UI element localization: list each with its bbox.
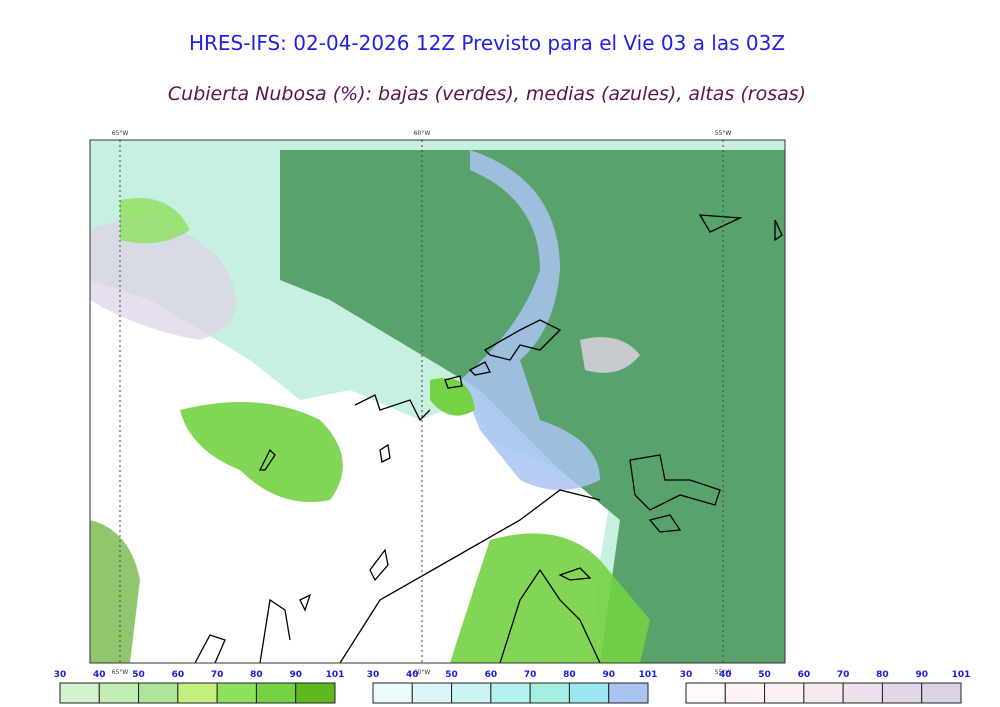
cloud-low bbox=[430, 378, 475, 416]
color-swatch bbox=[764, 682, 805, 704]
color-swatch bbox=[98, 682, 140, 704]
colorbar-tick-label: 90 bbox=[602, 670, 615, 680]
longitude-label: 60°W bbox=[414, 130, 431, 137]
map-frame bbox=[89, 139, 786, 664]
colorbar-tick-label: 101 bbox=[639, 670, 658, 680]
cloud-mid-dense bbox=[460, 150, 600, 490]
colorbar-tick-label: 90 bbox=[915, 670, 928, 680]
color-swatch bbox=[411, 682, 453, 704]
color-swatch bbox=[138, 682, 179, 704]
color-swatch bbox=[842, 682, 883, 704]
color-swatch bbox=[490, 682, 531, 704]
colorbar-tick-label: 80 bbox=[250, 670, 263, 680]
colorbar-tick-label: 50 bbox=[758, 670, 771, 680]
subtitle: Cubierta Nubosa (%): bajas (verdes), med… bbox=[168, 83, 806, 105]
legends: 30 40 50 60 70 80 90 101 30 40 50 60 70 80 90 101 30 40 50… bbox=[54, 670, 971, 704]
colorbar-tick-label: 80 bbox=[563, 670, 576, 680]
longitude-label: 65°W bbox=[112, 669, 129, 676]
cloud-low bbox=[90, 520, 140, 663]
color-swatch bbox=[881, 682, 923, 704]
colorbar-tick-label: 40 bbox=[406, 670, 419, 680]
colorbar-tick-label: 101 bbox=[952, 670, 971, 680]
longitude-label: 55°W bbox=[715, 130, 732, 137]
colorbar-tick-label: 60 bbox=[172, 670, 185, 680]
colorbar-tick-label: 70 bbox=[837, 670, 850, 680]
longitude-label: 60°W bbox=[414, 669, 431, 676]
colorbar-tick-label: 40 bbox=[719, 670, 732, 680]
title: HRES-IFS: 02-04-2026 12Z Previsto para e… bbox=[189, 31, 785, 55]
color-swatch bbox=[451, 682, 492, 704]
colorbar-tick-label: 90 bbox=[289, 670, 302, 680]
color-swatch bbox=[295, 682, 336, 704]
cloud-low bbox=[180, 402, 343, 502]
coastline bbox=[194, 214, 783, 663]
color-swatch bbox=[685, 682, 726, 704]
color-swatch bbox=[921, 682, 962, 704]
color-swatch bbox=[568, 682, 610, 704]
colorbar-tick-label: 50 bbox=[132, 670, 145, 680]
cloud-low bbox=[120, 198, 190, 244]
longitude-label: 55°W bbox=[715, 669, 732, 676]
colorbar-tick-label: 70 bbox=[524, 670, 537, 680]
cloud-low bbox=[450, 533, 650, 663]
colorbar-tick-label: 60 bbox=[485, 670, 498, 680]
colorbar-tick-label: 70 bbox=[211, 670, 224, 680]
color-swatch bbox=[608, 682, 649, 704]
meridian bbox=[119, 140, 724, 663]
longitude-label: 65°W bbox=[112, 130, 129, 137]
color-swatch bbox=[372, 682, 413, 704]
color-swatch bbox=[177, 682, 218, 704]
cloud-high bbox=[580, 337, 640, 373]
map: 65°W 60°W 55°W 65°W 60°W 55°W bbox=[89, 130, 786, 676]
colorbar-tick-label: 60 bbox=[798, 670, 811, 680]
colorbar-tick-label: 40 bbox=[93, 670, 106, 680]
colorbar-tick-label: 30 bbox=[680, 670, 693, 680]
colorbar-tick-label: 30 bbox=[367, 670, 380, 680]
colorbar-tick-label: 50 bbox=[445, 670, 458, 680]
cloud-high bbox=[90, 220, 236, 340]
color-swatch bbox=[724, 682, 766, 704]
color-swatch bbox=[803, 682, 844, 704]
colorbar-tick-label: 80 bbox=[876, 670, 889, 680]
colorbar-tick-label: 101 bbox=[326, 670, 345, 680]
color-swatch bbox=[529, 682, 570, 704]
color-swatch bbox=[59, 682, 100, 704]
color-swatch bbox=[255, 682, 297, 704]
color-swatch bbox=[216, 682, 257, 704]
colorbar-tick-label: 30 bbox=[54, 670, 67, 680]
